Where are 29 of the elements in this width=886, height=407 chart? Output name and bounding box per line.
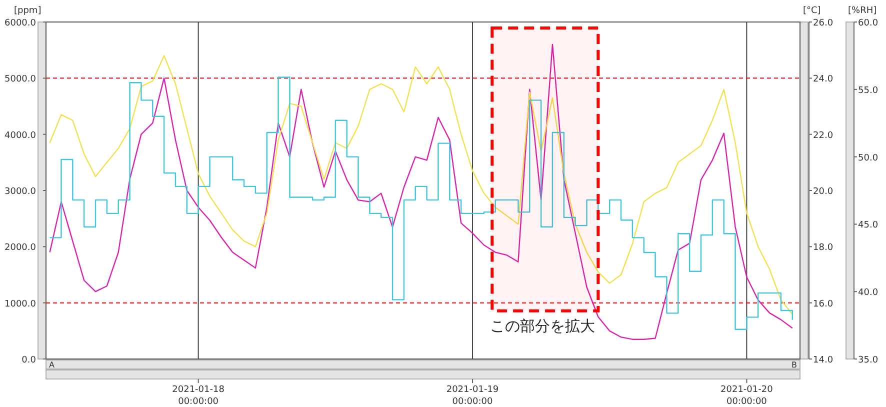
y3-tick-label: 40.0 [858, 288, 878, 298]
y-tick-label: 2000.0 [4, 243, 36, 254]
band-label: この部分を拡大 [490, 316, 596, 335]
x-tick-label: 2021-01-19 00:00:00 [446, 385, 499, 407]
y3-tick-label: 55.0 [858, 86, 878, 96]
y2-axis-title: [°C] [803, 6, 821, 16]
text: B [792, 360, 797, 370]
y-tick-label: 6000.0 [4, 18, 36, 28]
y3-tick-label: 45.0 [858, 220, 878, 231]
y3-tick-label: 50.0 [858, 153, 878, 164]
y2-tick-label: 14.0 [813, 356, 834, 366]
y3-tick-label: 60.0 [858, 18, 878, 28]
text: A [49, 360, 55, 370]
y-tick-label: 0.0 [22, 356, 36, 366]
y-tick-label: 3000.0 [4, 187, 36, 197]
x-tick-label: 2021-01-20 00:00:00 [720, 385, 774, 407]
y-tick-label: 4000.0 [4, 130, 36, 141]
y2-tick-label: 26.0 [813, 18, 834, 28]
y3-tick-label: 35.0 [858, 356, 878, 366]
y2-tick-label: 18.0 [813, 243, 834, 254]
y3-axis-title: [%RH] [848, 6, 877, 16]
y-tick-label: 5000.0 [4, 74, 36, 85]
y2-tick-label: 16.0 [813, 299, 834, 310]
y-axis-title: [ppm] [14, 6, 42, 16]
y-tick-label: 1000.0 [4, 299, 36, 310]
y2-tick-label: 20.0 [813, 187, 834, 197]
y2-tick-label: 24.0 [813, 74, 834, 85]
y2-tick-label: 22.0 [813, 130, 834, 141]
x-tick-label: 2021-01-18 00:00:00 [172, 385, 225, 407]
